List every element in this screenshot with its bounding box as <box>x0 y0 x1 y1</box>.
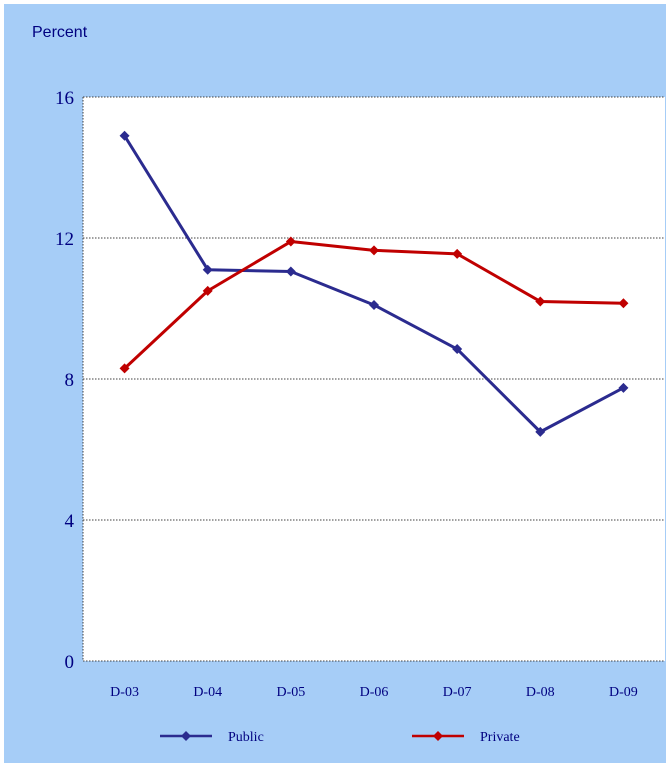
legend: Public Private <box>160 730 520 745</box>
data-point <box>452 344 463 355</box>
legend-item-public: Public <box>160 730 264 745</box>
x-tick-label: D-03 <box>110 685 139 700</box>
y-tick-label: 16 <box>55 88 74 109</box>
gridlines <box>82 96 665 662</box>
data-point <box>535 426 546 437</box>
series-private <box>119 236 629 374</box>
data-point <box>202 264 213 275</box>
x-tick-label: D-09 <box>609 685 638 700</box>
series-lines <box>119 130 629 437</box>
data-point <box>119 363 130 374</box>
data-point <box>618 298 629 309</box>
data-point <box>369 245 379 256</box>
x-tick-label: D-04 <box>193 685 222 700</box>
data-point <box>452 248 463 259</box>
y-tick-label: 12 <box>55 229 74 250</box>
legend-label: Public <box>228 730 264 745</box>
legend-marker <box>433 731 443 741</box>
y-tick-label: 8 <box>65 370 75 391</box>
data-point <box>285 266 296 277</box>
x-tick-label: D-07 <box>443 685 472 700</box>
data-point <box>285 236 296 247</box>
y-tick-label: 0 <box>65 652 75 673</box>
series-public <box>119 130 629 437</box>
x-tick-label: D-08 <box>526 685 555 700</box>
data-point <box>369 299 379 310</box>
y-tick-label: 4 <box>65 511 75 532</box>
x-tick-labels: D-03 D-04 D-05 D-06 D-07 D-08 D-09 <box>110 685 638 700</box>
x-tick-label: D-05 <box>276 685 305 700</box>
y-unit-label: Percent <box>32 24 88 41</box>
data-point <box>618 382 629 393</box>
y-tick-labels: 0 4 8 12 16 <box>55 88 75 673</box>
data-point <box>202 285 213 296</box>
legend-label: Private <box>480 730 520 745</box>
chart-frame: Percent 0 4 8 12 16 D-03 D-04 D-05 D-06 D-07 D-08… <box>4 4 666 763</box>
x-tick-label: D-06 <box>360 685 389 700</box>
data-point <box>119 130 130 141</box>
legend-item-private: Private <box>412 730 520 745</box>
line-chart: 0 4 8 12 16 D-03 D-04 D-05 D-06 D-07 D-08 D-09 Pub… <box>55 88 665 745</box>
legend-marker <box>181 731 191 741</box>
data-point <box>535 296 546 307</box>
